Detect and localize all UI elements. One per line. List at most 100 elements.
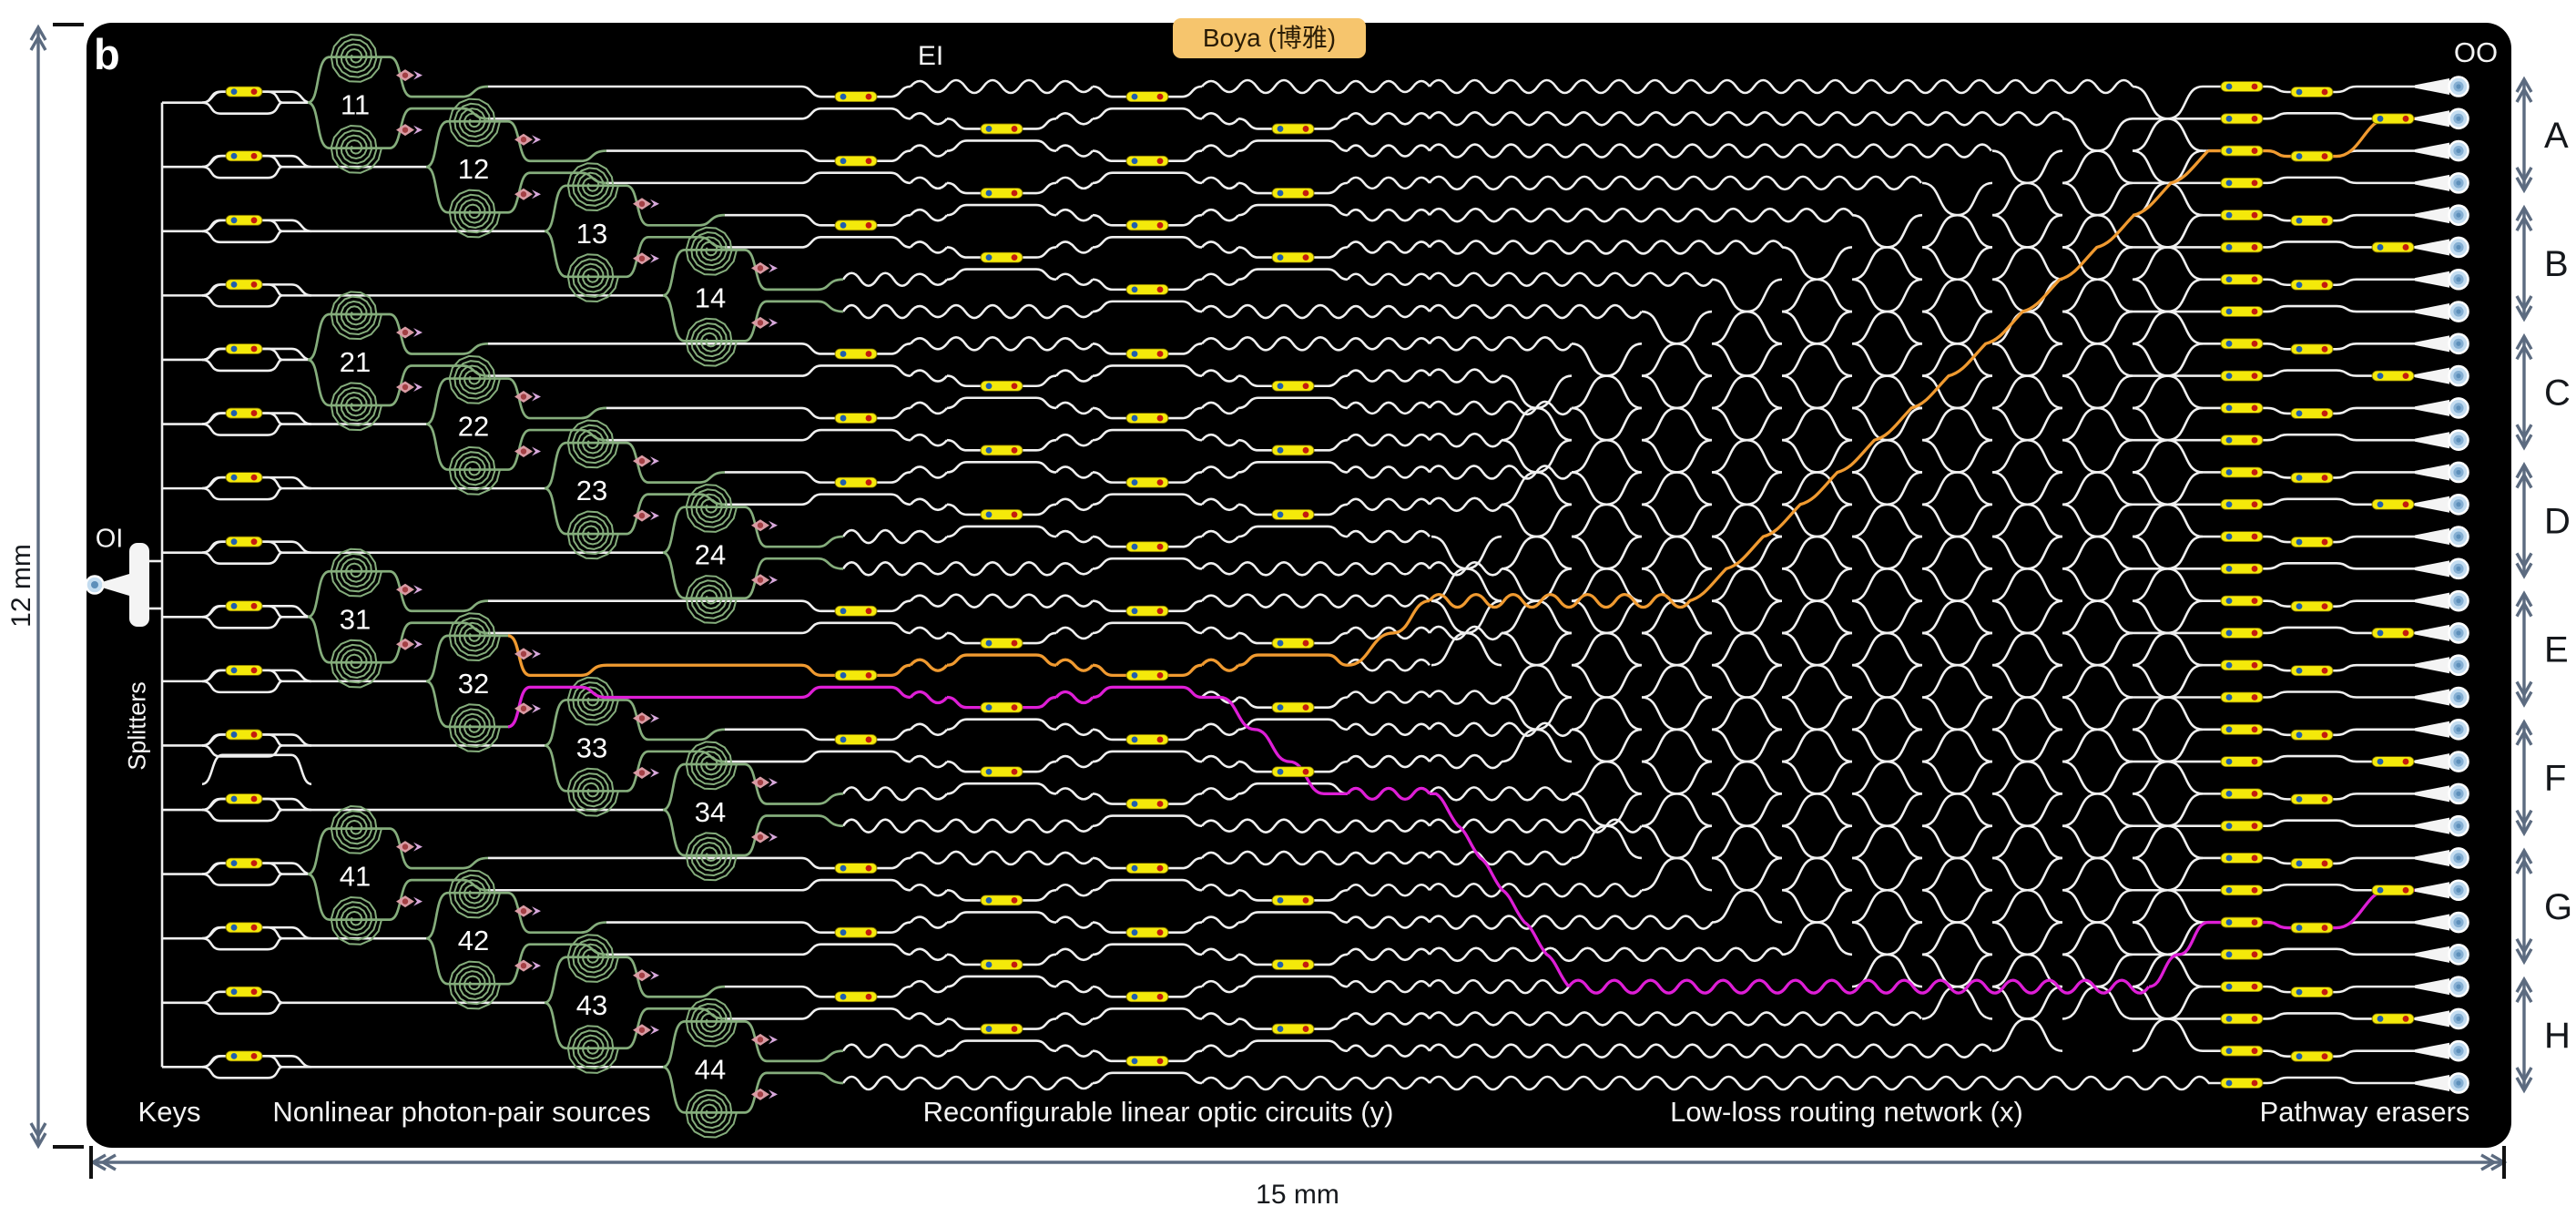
phase-shifter <box>2220 788 2264 800</box>
output-taper <box>2415 817 2449 834</box>
source-number-label: 14 <box>695 281 726 313</box>
phase-shifters <box>225 81 2415 1089</box>
signal-path-orange <box>1054 658 1095 672</box>
phase-shifter <box>225 86 263 97</box>
phase-shifter <box>1125 348 1169 360</box>
phase-shifter <box>1125 798 1169 810</box>
output-taper <box>2415 560 2449 578</box>
spiral-source-waveguide <box>566 934 619 983</box>
phase-shifter <box>1125 413 1169 424</box>
output-group-arrow <box>2515 204 2533 322</box>
phase-shifter <box>1125 541 1169 553</box>
output-taper <box>2415 849 2449 866</box>
phase-shifter <box>2220 435 2264 446</box>
phase-shifter <box>834 91 878 103</box>
phase-shifter <box>2290 472 2334 484</box>
phase-shifter <box>1125 155 1169 167</box>
phase-shifter <box>225 664 263 676</box>
phase-shifter <box>2220 660 2264 671</box>
spiral-source-waveguide <box>330 639 382 689</box>
output-port <box>2448 814 2469 837</box>
output-taper <box>2415 721 2449 738</box>
phase-shifter <box>2290 87 2334 97</box>
idler-path-magenta <box>909 690 949 705</box>
signal-path-orange <box>946 653 1057 667</box>
source-number-label: 34 <box>695 796 726 828</box>
phase-shifter <box>2220 338 2264 350</box>
output-port <box>2448 107 2469 130</box>
spiral-source-waveguide <box>685 741 738 791</box>
phase-shifter <box>2220 498 2264 510</box>
output-taper <box>2415 399 2449 416</box>
spiral-source-waveguide <box>566 253 619 303</box>
output-taper <box>2415 78 2449 95</box>
phase-shifter <box>2371 628 2415 639</box>
idler-path-magenta <box>1092 685 1203 700</box>
spiral-source-waveguide <box>685 575 738 624</box>
phase-shifter <box>980 123 1023 135</box>
phase-shifter <box>2220 113 2264 125</box>
phase-shifter <box>834 670 878 681</box>
output-port <box>2448 782 2469 805</box>
output-port <box>2448 589 2469 612</box>
output-group-arrow <box>2515 976 2533 1094</box>
output-taper <box>2415 271 2449 288</box>
idler-path-magenta <box>2148 920 2209 988</box>
phase-shifter <box>2290 537 2334 547</box>
phase-shifter <box>1271 188 1315 199</box>
output-taper <box>2415 335 2449 353</box>
signal-path-orange <box>507 634 802 678</box>
photon-pair-icon <box>396 381 423 394</box>
phase-shifter <box>2220 1078 2264 1089</box>
phase-shifter <box>225 343 263 354</box>
phase-shifter <box>2220 948 2264 960</box>
source-number-label: 41 <box>340 861 371 893</box>
phase-shifter <box>225 214 263 226</box>
phase-shifter <box>2220 1045 2264 1057</box>
phase-shifter <box>225 150 263 162</box>
phase-shifter <box>225 857 263 869</box>
spiral-source-waveguide <box>330 895 382 946</box>
photon-pair-icon <box>633 455 659 467</box>
photon-pair-icon <box>514 133 541 146</box>
photon-pair-icon <box>514 959 541 972</box>
phase-shifter <box>2290 793 2334 805</box>
photon-pair-icon <box>633 766 659 779</box>
phase-shifter <box>834 926 878 938</box>
output-taper <box>2415 882 2449 899</box>
output-port <box>2448 847 2469 869</box>
routing-lattice <box>1431 85 2204 1052</box>
spiral-source-waveguide <box>448 445 501 496</box>
spiral-source-waveguide <box>566 162 619 212</box>
phase-shifter <box>1271 445 1315 456</box>
output-taper <box>2415 592 2449 609</box>
output-port <box>2448 976 2469 997</box>
output-port <box>2448 332 2469 355</box>
output-taper <box>2415 110 2449 128</box>
phase-shifter <box>1125 220 1169 231</box>
phase-shifter <box>225 279 263 291</box>
source-number-label: 31 <box>340 603 371 635</box>
phase-shifter <box>834 476 878 488</box>
output-group-label: D <box>2544 501 2571 541</box>
spiral-source-waveguide <box>685 484 738 533</box>
phase-shifter <box>1125 1055 1169 1067</box>
spiral-source-waveguide <box>330 33 382 83</box>
phase-shifter <box>2220 723 2264 735</box>
spiral-source-waveguide <box>330 291 382 341</box>
signal-path-orange <box>1200 658 1240 672</box>
spiral-source-waveguide <box>566 767 619 817</box>
width-dimension-label: 15 mm <box>1256 1180 1339 1210</box>
phase-shifter <box>2220 1013 2264 1025</box>
phase-shifter <box>225 600 263 612</box>
idler-path-magenta <box>1202 695 1348 796</box>
spiral-source-waveguide <box>685 317 738 367</box>
output-taper <box>2415 689 2449 706</box>
phase-shifter <box>2220 306 2264 317</box>
photon-pair-icon <box>751 1088 778 1100</box>
optical-input-label: OI <box>95 524 124 554</box>
output-port <box>2448 751 2469 772</box>
phase-shifter <box>2220 273 2264 285</box>
spiral-source-waveguide <box>685 226 738 276</box>
spiral-source-waveguide <box>448 869 501 919</box>
